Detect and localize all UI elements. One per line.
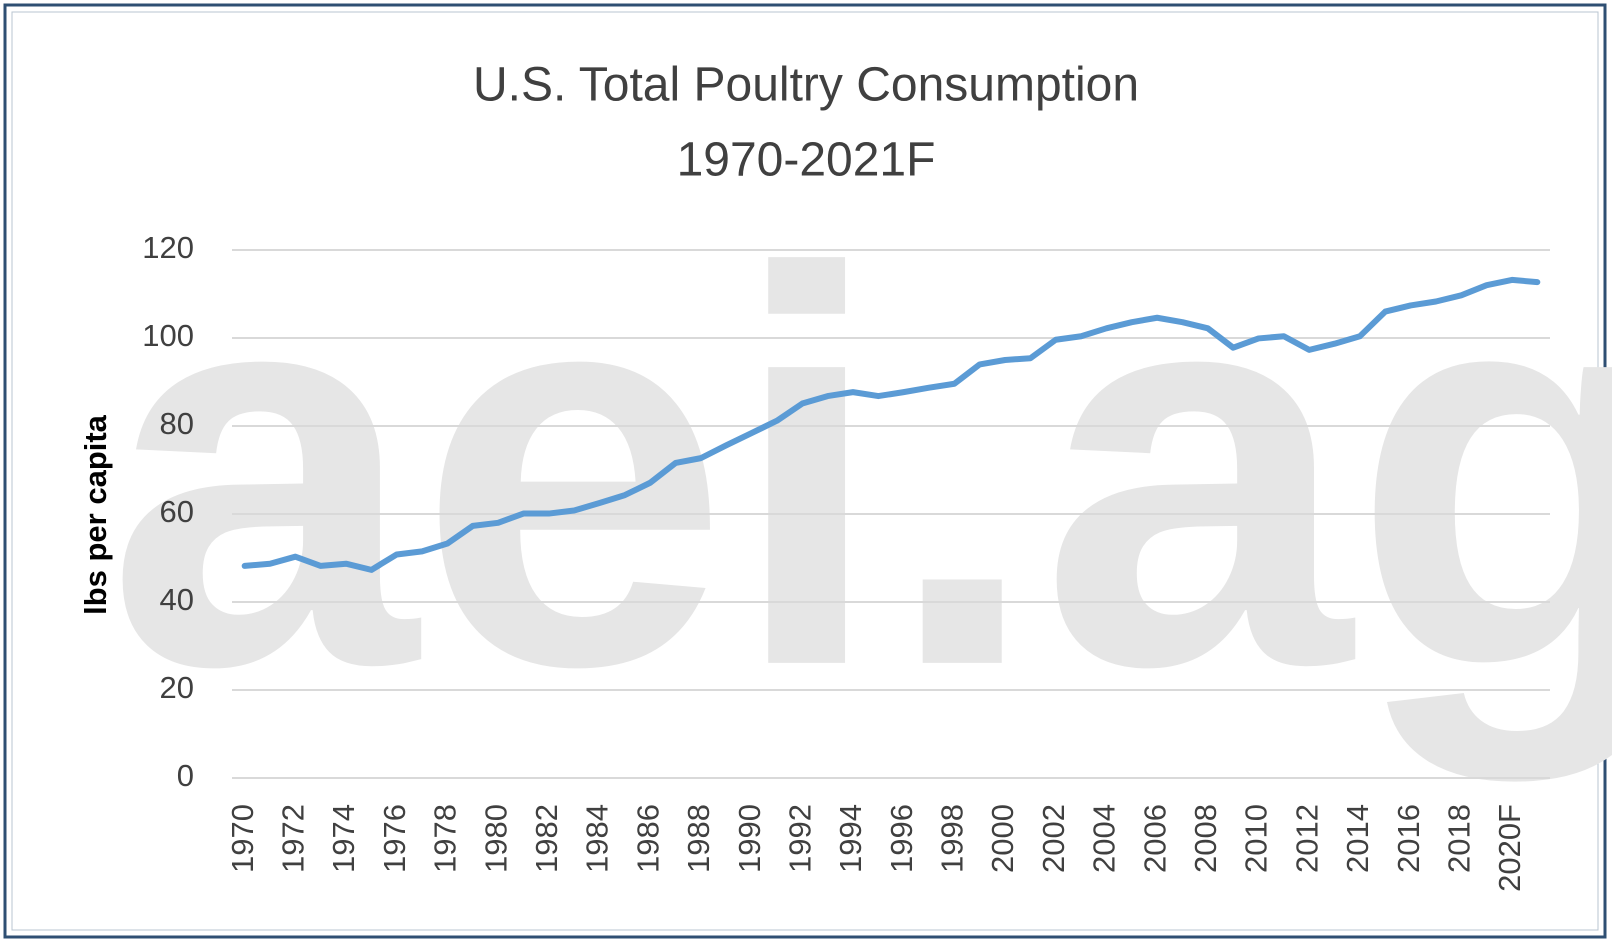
x-tick-label: 2014 [1340,804,1375,873]
y-tick-label: 60 [160,494,194,529]
x-tick-label: 1974 [326,804,361,873]
x-tick-label: 1980 [478,804,513,873]
x-tick-label: 2010 [1239,804,1274,873]
y-tick-label: 20 [160,670,194,705]
y-tick-label: 80 [160,406,194,441]
x-tick-label: 1982 [529,804,564,873]
x-tick-label: 1998 [935,804,970,873]
x-tick-label: 1986 [630,804,665,873]
chart-subtitle: 1970-2021F [677,134,936,187]
y-tick-label: 0 [177,758,194,793]
x-tick-label: 2016 [1391,804,1426,873]
x-tick-label: 1976 [377,804,412,873]
watermark: aei.ag [106,156,1612,786]
data-line [241,276,1541,573]
y-tick-label: 40 [160,582,194,617]
x-tick-label: 1990 [732,804,767,873]
x-tick-label: 2012 [1289,804,1324,873]
x-tick-label: 1994 [833,804,868,873]
inner-frame [11,11,1599,931]
x-tick-label: 1970 [225,804,260,873]
x-tick-label: 2006 [1137,804,1172,873]
x-tick-label: 2020F [1492,804,1527,892]
x-tick-label: 1984 [580,804,615,873]
x-tick-label: 2008 [1188,804,1223,873]
y-tick-label: 100 [142,318,194,353]
x-tick-label: 2002 [1036,804,1071,873]
x-tick-label: 1988 [681,804,716,873]
x-tick-label: 1972 [276,804,311,873]
frame [3,3,1607,939]
y-tick-label: 120 [142,230,194,265]
x-tick-label: 2018 [1441,804,1476,873]
y-axis-label: lbs per capita [78,414,113,615]
x-tick-label: 2000 [985,804,1020,873]
x-tick-label: 1978 [428,804,463,873]
chart-title: U.S. Total Poultry Consumption [473,59,1139,112]
x-tick-label: 1992 [782,804,817,873]
x-tick-label: 1996 [884,804,919,873]
x-tick-label: 2004 [1087,804,1122,873]
